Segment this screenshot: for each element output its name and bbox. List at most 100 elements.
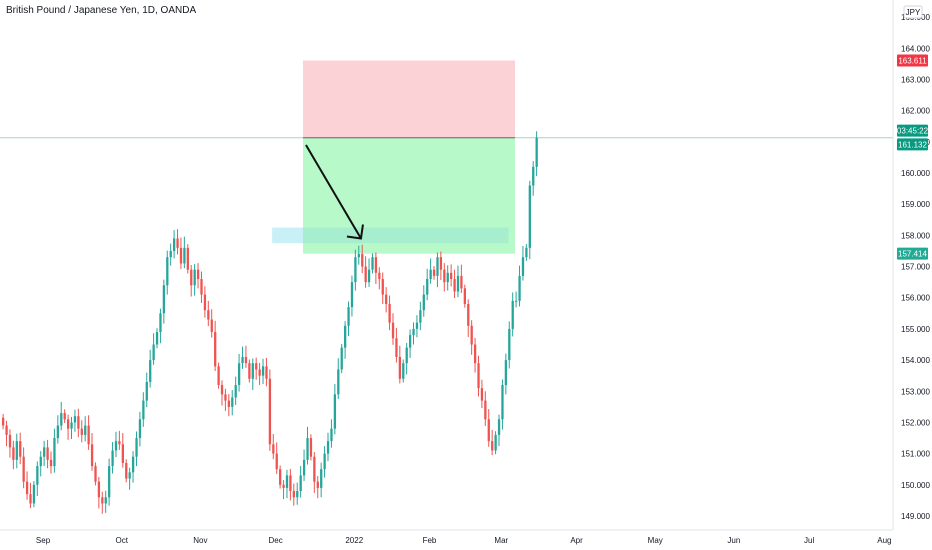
candle-body xyxy=(350,282,354,308)
last-price-tag-bg xyxy=(897,138,928,151)
candle-body xyxy=(155,332,159,345)
candle-body xyxy=(237,363,241,386)
price-tick-2: 151.000 xyxy=(901,450,930,459)
trend-arrow-head xyxy=(346,224,364,240)
trend-arrow-shaft xyxy=(305,144,362,240)
price-tick-5: 154.000 xyxy=(901,356,930,365)
candle-body xyxy=(460,275,463,289)
candle-body xyxy=(532,166,535,186)
price-tick-3: 152.000 xyxy=(901,418,930,427)
candle-body xyxy=(190,269,193,286)
price-tick-8: 157.000 xyxy=(901,263,930,272)
candle-body xyxy=(443,269,446,283)
candle-body xyxy=(398,356,402,379)
currency-badge-label: JPY xyxy=(906,8,921,17)
candle-body xyxy=(374,257,378,273)
candle-body xyxy=(484,400,487,420)
candle-body xyxy=(90,444,94,467)
candle-body xyxy=(333,394,337,429)
candle-body xyxy=(528,185,531,248)
candle-body xyxy=(203,294,207,311)
price-tick-14: 163.000 xyxy=(901,76,930,85)
time-axis[interactable]: Sep Oct Nov Dec 2022 Feb Mar Apr May Jun Jul Aug xyxy=(36,536,892,545)
candle-body xyxy=(87,425,90,445)
candle-body xyxy=(149,360,152,382)
candle-body xyxy=(173,238,176,251)
candle-body xyxy=(131,456,135,473)
price-axis[interactable]: 149.000 150.000 151.000 152.000 153.000 154.0… xyxy=(901,13,930,521)
candle-body xyxy=(220,385,224,395)
take-profit-tag-bg xyxy=(897,247,928,260)
candle-body xyxy=(385,294,388,304)
stop-loss-tag: 163.611 xyxy=(898,56,927,65)
price-tick-7: 156.000 xyxy=(901,294,930,303)
candle-body xyxy=(306,438,309,460)
candle-body xyxy=(347,307,350,326)
candle-body xyxy=(405,347,408,364)
candle-body xyxy=(515,300,518,302)
countdown-tag: 03:45:22 xyxy=(897,127,929,136)
symbol-title[interactable]: British Pound / Japanese Yen, 1D, OANDA xyxy=(6,5,197,16)
candle-body xyxy=(504,360,508,386)
currency-badge[interactable]: JPY xyxy=(903,5,923,19)
time-tick-1: Oct xyxy=(115,536,128,545)
price-tick-15: 164.000 xyxy=(901,44,930,53)
candle-body xyxy=(53,438,56,467)
candle-body xyxy=(114,441,118,451)
candle-body xyxy=(463,288,466,304)
candle-body xyxy=(415,322,419,329)
candle-body xyxy=(477,363,480,389)
candle-body xyxy=(152,344,155,361)
candle-body xyxy=(473,344,477,364)
candle-body xyxy=(265,366,268,379)
candle-body xyxy=(337,369,340,395)
zone-overlap xyxy=(302,227,509,244)
time-tick-7: Apr xyxy=(570,536,583,545)
candle-body xyxy=(285,475,289,488)
candle-body xyxy=(162,285,166,314)
last-price-tag: 161.132 xyxy=(898,140,927,149)
candle-body xyxy=(467,303,470,326)
candle-body xyxy=(279,469,282,485)
candle-body xyxy=(66,419,70,429)
candle-body xyxy=(128,472,131,479)
candle-body xyxy=(2,417,5,426)
candle-body xyxy=(292,491,295,498)
candle-body xyxy=(408,335,412,348)
candle-body xyxy=(46,447,49,460)
candle-body xyxy=(432,269,436,276)
candle-body xyxy=(217,366,220,386)
candle-body xyxy=(391,322,395,339)
time-tick-4: 2022 xyxy=(345,536,363,545)
candle-body xyxy=(29,494,32,504)
candle-body xyxy=(22,456,25,482)
candle-body xyxy=(354,257,357,283)
candle-body xyxy=(125,462,128,479)
candle-body xyxy=(361,254,364,267)
candle-body xyxy=(258,369,261,376)
candles-layer xyxy=(2,131,538,514)
time-tick-0: Sep xyxy=(36,536,51,545)
candle-body xyxy=(73,416,77,423)
candle-body xyxy=(426,279,429,295)
price-tick-1: 150.000 xyxy=(901,481,930,490)
candle-body xyxy=(309,438,313,457)
candle-body xyxy=(183,247,186,264)
drawing-zones-layer xyxy=(0,60,893,254)
candle-body xyxy=(19,441,22,457)
candle-body xyxy=(422,294,425,311)
time-tick-2: Nov xyxy=(193,536,207,545)
time-tick-11: Aug xyxy=(877,536,891,545)
candle-body xyxy=(227,400,231,407)
candle-body xyxy=(395,338,398,357)
stop-loss-tag-bg xyxy=(897,54,928,67)
candle-body xyxy=(56,425,60,439)
countdown-tag-bg xyxy=(897,124,928,137)
candle-body xyxy=(381,279,384,295)
overlay-layer xyxy=(305,144,364,240)
candle-body xyxy=(268,378,272,445)
candle-body xyxy=(299,475,302,492)
candle-body xyxy=(436,257,439,276)
candle-body xyxy=(77,416,80,429)
